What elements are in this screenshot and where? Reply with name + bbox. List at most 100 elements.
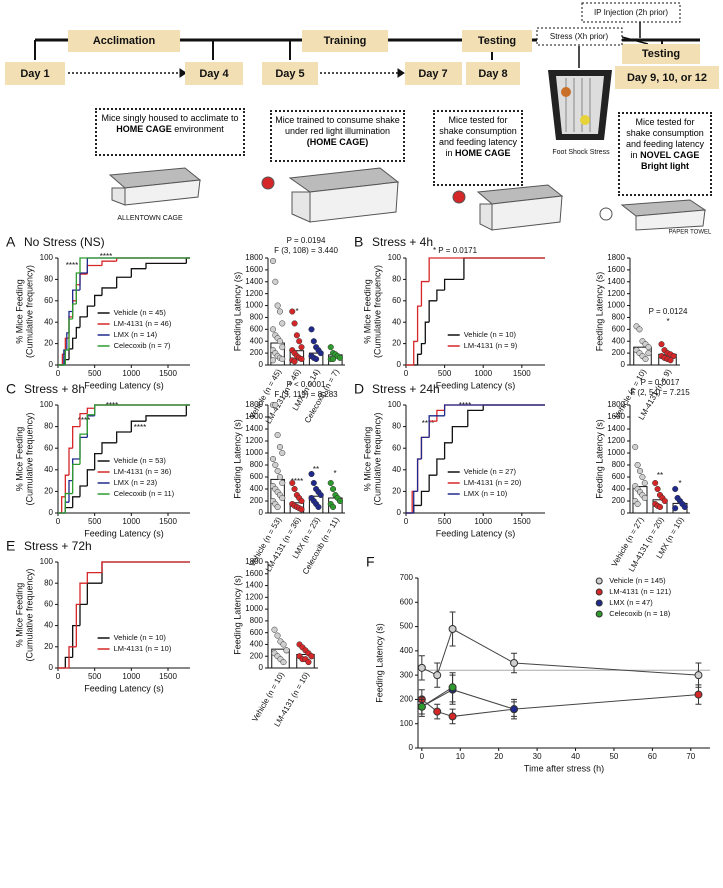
data-point: [313, 356, 320, 363]
step-segment: [64, 474, 69, 497]
x-axis-label: Feeding Latency (s): [84, 380, 164, 390]
y-axis-label: Feeding Latency (s): [594, 419, 604, 499]
annotation: P < 0.0001: [287, 380, 326, 389]
x-tick-label: 20: [494, 752, 503, 761]
step-segment: [75, 326, 80, 339]
phase-label: Testing: [642, 48, 680, 60]
step-segment: [436, 458, 445, 476]
step-segment: [101, 442, 117, 454]
y-tick-label: 1600: [245, 265, 263, 274]
day-label: Day 1: [20, 68, 49, 80]
data-point: [694, 690, 703, 699]
y-tick-label: 80: [392, 275, 401, 284]
step-segment: [79, 436, 88, 459]
data-point: [645, 350, 652, 357]
x-tick-label: 30: [533, 752, 542, 761]
step-segment: [64, 506, 73, 513]
data-point: [276, 338, 283, 345]
step-segment: [64, 656, 73, 668]
y-tick-label: 800: [250, 616, 264, 625]
y-tick-label: 60: [44, 296, 53, 305]
data-point: [310, 479, 317, 487]
y-tick-label: 0: [49, 663, 54, 672]
y-tick-label: 0: [259, 663, 264, 672]
phase-box: [302, 30, 388, 52]
note: Mice trained to consume shake under red …: [270, 110, 405, 162]
data-point: [291, 485, 298, 493]
data-point: [276, 443, 283, 451]
legend-marker: [595, 610, 603, 618]
data-point: [639, 473, 646, 481]
data-point: [291, 358, 298, 365]
step-segment: [428, 300, 437, 323]
x-tick-label: 1000: [122, 517, 140, 526]
data-point: [315, 503, 322, 511]
data-point: [308, 470, 315, 478]
step-segment: [420, 490, 430, 506]
legend-label: LM-4131 (n = 10): [114, 644, 172, 653]
step-segment: [145, 415, 187, 422]
step-segment: [145, 262, 187, 269]
phase-label: Acclimation: [93, 35, 156, 47]
y-tick-label: 1800: [245, 253, 263, 262]
y-axis-label: Feeding Latency (s): [594, 272, 604, 352]
legend-label: Celecoxib (n = 11): [114, 489, 175, 498]
annotation: ****: [78, 416, 90, 425]
data-point: [327, 479, 334, 487]
day-label: Day 7: [418, 68, 447, 80]
data-point: [308, 326, 315, 333]
y-tick-label: 1600: [607, 412, 625, 421]
data-point: [298, 356, 305, 363]
phase-box: [68, 30, 180, 52]
y-tick-label: 200: [612, 496, 626, 505]
data-point: [271, 626, 278, 633]
lamp: [599, 207, 613, 221]
shock-grid: [556, 76, 604, 134]
data-point: [276, 473, 283, 481]
image-label: Foot Shock Stress: [552, 149, 610, 156]
x-tick-label: 0: [404, 369, 409, 378]
data-point: [336, 354, 344, 361]
stress-label: Stress (Xh prior): [550, 32, 609, 41]
phase-box: [462, 30, 532, 52]
y-tick-label: 600: [612, 324, 626, 333]
data-point: [448, 625, 457, 633]
step-segment: [79, 603, 88, 626]
step-segment: [416, 305, 422, 342]
annotation: ****: [291, 477, 303, 486]
y-axis-label: % Mice Feeding: [362, 427, 372, 492]
y-tick-label: 300: [400, 670, 414, 679]
phase-label: Testing: [478, 35, 516, 47]
data-point: [280, 659, 287, 666]
step-segment: [130, 268, 146, 278]
x-tick-label: 1500: [513, 517, 531, 526]
step-segment: [79, 485, 88, 497]
data-point: [291, 320, 298, 327]
panel-title: Stress + 4h: [372, 235, 433, 249]
annotation: ****: [66, 261, 78, 270]
y-tick-label: 40: [392, 317, 401, 326]
y-tick-label: 1000: [245, 448, 263, 457]
y-tick-label: 1000: [607, 301, 625, 310]
cage: [479, 203, 493, 231]
y-tick-label: 800: [612, 313, 626, 322]
y-axis-label: % Mice Feeding: [14, 427, 24, 492]
step-segment: [86, 407, 95, 414]
icon: [580, 115, 590, 125]
y-tick-label: 600: [250, 628, 264, 637]
icon: [561, 87, 571, 97]
x-axis-label: Feeding Latency (s): [436, 528, 516, 538]
data-point: [417, 702, 426, 711]
data-point: [433, 671, 442, 680]
y-tick-label: 1600: [245, 412, 263, 421]
y-tick-label: 40: [44, 465, 53, 474]
y-tick-label: 60: [44, 443, 53, 452]
y-tick-label: 200: [612, 348, 626, 357]
y-tick-label: 1800: [245, 557, 263, 566]
data-point: [274, 503, 281, 511]
data-point: [510, 659, 519, 667]
annotation: P = 0.0017: [641, 378, 680, 387]
y-tick-label: 200: [250, 651, 264, 660]
step-segment: [68, 318, 73, 351]
